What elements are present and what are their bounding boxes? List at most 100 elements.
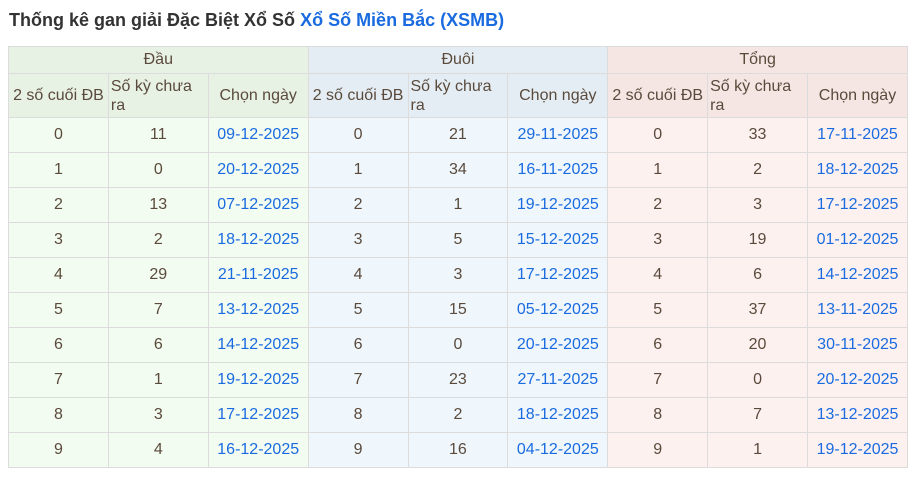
last-two-digits-cell: 4 bbox=[607, 257, 709, 293]
draws-missing-cell: 23 bbox=[407, 362, 509, 398]
date-link[interactable]: 17-12-2025 bbox=[217, 406, 300, 423]
draws-missing-cell: 1 bbox=[107, 362, 209, 398]
last-two-digits-cell: 2 bbox=[8, 187, 109, 223]
last-two-digits-cell: 9 bbox=[8, 432, 109, 468]
date-cell: 20-12-2025 bbox=[507, 327, 609, 363]
table-row: 1 0 20-12-2025 1 34 16-11-2025 1 2 18-12-2025 bbox=[8, 152, 908, 188]
date-link[interactable]: 19-12-2025 bbox=[816, 441, 899, 458]
date-cell: 18-12-2025 bbox=[507, 397, 609, 433]
table-row: 5 7 13-12-2025 5 15 05-12-2025 5 37 13-11-2025 bbox=[8, 292, 908, 328]
last-two-digits-cell: 0 bbox=[8, 117, 109, 153]
date-link[interactable]: 17-12-2025 bbox=[516, 266, 599, 283]
date-cell: 14-12-2025 bbox=[807, 257, 908, 293]
date-link[interactable]: 20-12-2025 bbox=[816, 371, 899, 388]
date-cell: 17-12-2025 bbox=[207, 397, 309, 433]
last-two-digits-cell: 3 bbox=[307, 222, 409, 258]
last-two-digits-cell: 7 bbox=[607, 362, 709, 398]
date-link[interactable]: 18-12-2025 bbox=[816, 161, 899, 178]
date-link[interactable]: 16-11-2025 bbox=[517, 161, 599, 178]
gan-stats-table: Đầu Đuôi Tổng 2 số cuối ĐB Số kỳ chưa ra Chọ… bbox=[8, 46, 908, 468]
date-link[interactable]: 17-12-2025 bbox=[816, 196, 899, 213]
date-cell: 16-12-2025 bbox=[207, 432, 309, 468]
date-cell: 17-12-2025 bbox=[807, 187, 908, 223]
date-cell: 20-12-2025 bbox=[807, 362, 908, 398]
date-link[interactable]: 14-12-2025 bbox=[816, 266, 899, 283]
date-link[interactable]: 17-11-2025 bbox=[817, 126, 898, 143]
draws-missing-cell: 7 bbox=[107, 292, 209, 328]
date-link[interactable]: 04-12-2025 bbox=[516, 441, 599, 458]
date-link[interactable]: 16-12-2025 bbox=[217, 441, 300, 458]
date-cell: 21-11-2025 bbox=[207, 257, 309, 293]
last-two-digits-cell: 5 bbox=[8, 292, 109, 328]
draws-missing-cell: 2 bbox=[707, 152, 808, 188]
table-row: 2 13 07-12-2025 2 1 19-12-2025 2 3 17-12-2025 bbox=[8, 187, 908, 223]
last-two-digits-cell: 9 bbox=[307, 432, 409, 468]
date-cell: 07-12-2025 bbox=[207, 187, 309, 223]
last-two-digits-cell: 6 bbox=[307, 327, 409, 363]
last-two-digits-cell: 7 bbox=[8, 362, 109, 398]
column-header: 2 số cuối ĐB bbox=[8, 73, 109, 118]
date-link[interactable]: 18-12-2025 bbox=[516, 406, 599, 423]
date-link[interactable]: 07-12-2025 bbox=[217, 196, 300, 213]
date-cell: 29-11-2025 bbox=[507, 117, 609, 153]
date-link[interactable]: 20-12-2025 bbox=[516, 336, 599, 353]
date-link[interactable]: 05-12-2025 bbox=[516, 301, 599, 318]
table-row: 3 2 18-12-2025 3 5 15-12-2025 3 19 01-12-2025 bbox=[8, 222, 908, 258]
column-header: Số kỳ chưa ra bbox=[707, 73, 808, 118]
date-link[interactable]: 27-11-2025 bbox=[517, 371, 599, 388]
date-cell: 19-12-2025 bbox=[807, 432, 908, 468]
draws-missing-cell: 37 bbox=[707, 292, 808, 328]
date-link[interactable]: 20-12-2025 bbox=[217, 161, 300, 178]
draws-missing-cell: 0 bbox=[707, 362, 808, 398]
draws-missing-cell: 21 bbox=[407, 117, 509, 153]
date-link[interactable]: 13-12-2025 bbox=[217, 301, 300, 318]
last-two-digits-cell: 0 bbox=[307, 117, 409, 153]
column-header: 2 số cuối ĐB bbox=[307, 73, 409, 118]
date-link[interactable]: 09-12-2025 bbox=[217, 126, 300, 143]
date-cell: 09-12-2025 bbox=[207, 117, 309, 153]
last-two-digits-cell: 6 bbox=[607, 327, 709, 363]
last-two-digits-cell: 9 bbox=[607, 432, 709, 468]
date-link[interactable]: 19-12-2025 bbox=[516, 196, 599, 213]
column-header: Chọn ngày bbox=[207, 73, 309, 118]
draws-missing-cell: 0 bbox=[107, 152, 209, 188]
last-two-digits-cell: 6 bbox=[8, 327, 109, 363]
page-title: Thống kê gan giải Đặc Biệt Xổ Số Xổ Số M… bbox=[9, 10, 505, 30]
table-row: 6 6 14-12-2025 6 0 20-12-2025 6 20 30-11-2025 bbox=[8, 327, 908, 363]
date-link[interactable]: 15-12-2025 bbox=[516, 231, 599, 248]
table-row: 7 1 19-12-2025 7 23 27-11-2025 7 0 20-12-2025 bbox=[8, 362, 908, 398]
date-link[interactable]: 01-12-2025 bbox=[816, 231, 899, 248]
date-link[interactable]: 13-12-2025 bbox=[816, 406, 899, 423]
date-link[interactable]: 14-12-2025 bbox=[217, 336, 300, 353]
date-link[interactable]: 21-11-2025 bbox=[217, 266, 299, 283]
draws-missing-cell: 0 bbox=[407, 327, 509, 363]
date-link[interactable]: 30-11-2025 bbox=[817, 336, 898, 353]
last-two-digits-cell: 2 bbox=[307, 187, 409, 223]
group-header-duoi: Đuôi bbox=[307, 46, 609, 74]
table-row: 9 4 16-12-2025 9 16 04-12-2025 9 1 19-12-2025 bbox=[8, 432, 908, 468]
column-header: 2 số cuối ĐB bbox=[607, 73, 709, 118]
table-row: 4 29 21-11-2025 4 3 17-12-2025 4 6 14-12-2025 bbox=[8, 257, 908, 293]
date-cell: 16-11-2025 bbox=[507, 152, 609, 188]
draws-missing-cell: 6 bbox=[707, 257, 808, 293]
date-link[interactable]: 13-11-2025 bbox=[817, 301, 898, 318]
date-cell: 17-11-2025 bbox=[807, 117, 908, 153]
table-row: 8 3 17-12-2025 8 2 18-12-2025 8 7 13-12-2025 bbox=[8, 397, 908, 433]
last-two-digits-cell: 5 bbox=[607, 292, 709, 328]
last-two-digits-cell: 4 bbox=[8, 257, 109, 293]
date-link[interactable]: 29-11-2025 bbox=[517, 126, 599, 143]
draws-missing-cell: 7 bbox=[707, 397, 808, 433]
last-two-digits-cell: 3 bbox=[607, 222, 709, 258]
last-two-digits-cell: 4 bbox=[307, 257, 409, 293]
last-two-digits-cell: 0 bbox=[607, 117, 709, 153]
draws-missing-cell: 13 bbox=[107, 187, 209, 223]
last-two-digits-cell: 3 bbox=[8, 222, 109, 258]
date-link[interactable]: 19-12-2025 bbox=[217, 371, 300, 388]
date-link[interactable]: 18-12-2025 bbox=[217, 231, 300, 248]
last-two-digits-cell: 5 bbox=[307, 292, 409, 328]
draws-missing-cell: 1 bbox=[707, 432, 808, 468]
last-two-digits-cell: 8 bbox=[607, 397, 709, 433]
xsmb-link[interactable]: Xổ Số Miền Bắc (XSMB) bbox=[300, 10, 505, 30]
draws-missing-cell: 20 bbox=[707, 327, 808, 363]
draws-missing-cell: 34 bbox=[407, 152, 509, 188]
